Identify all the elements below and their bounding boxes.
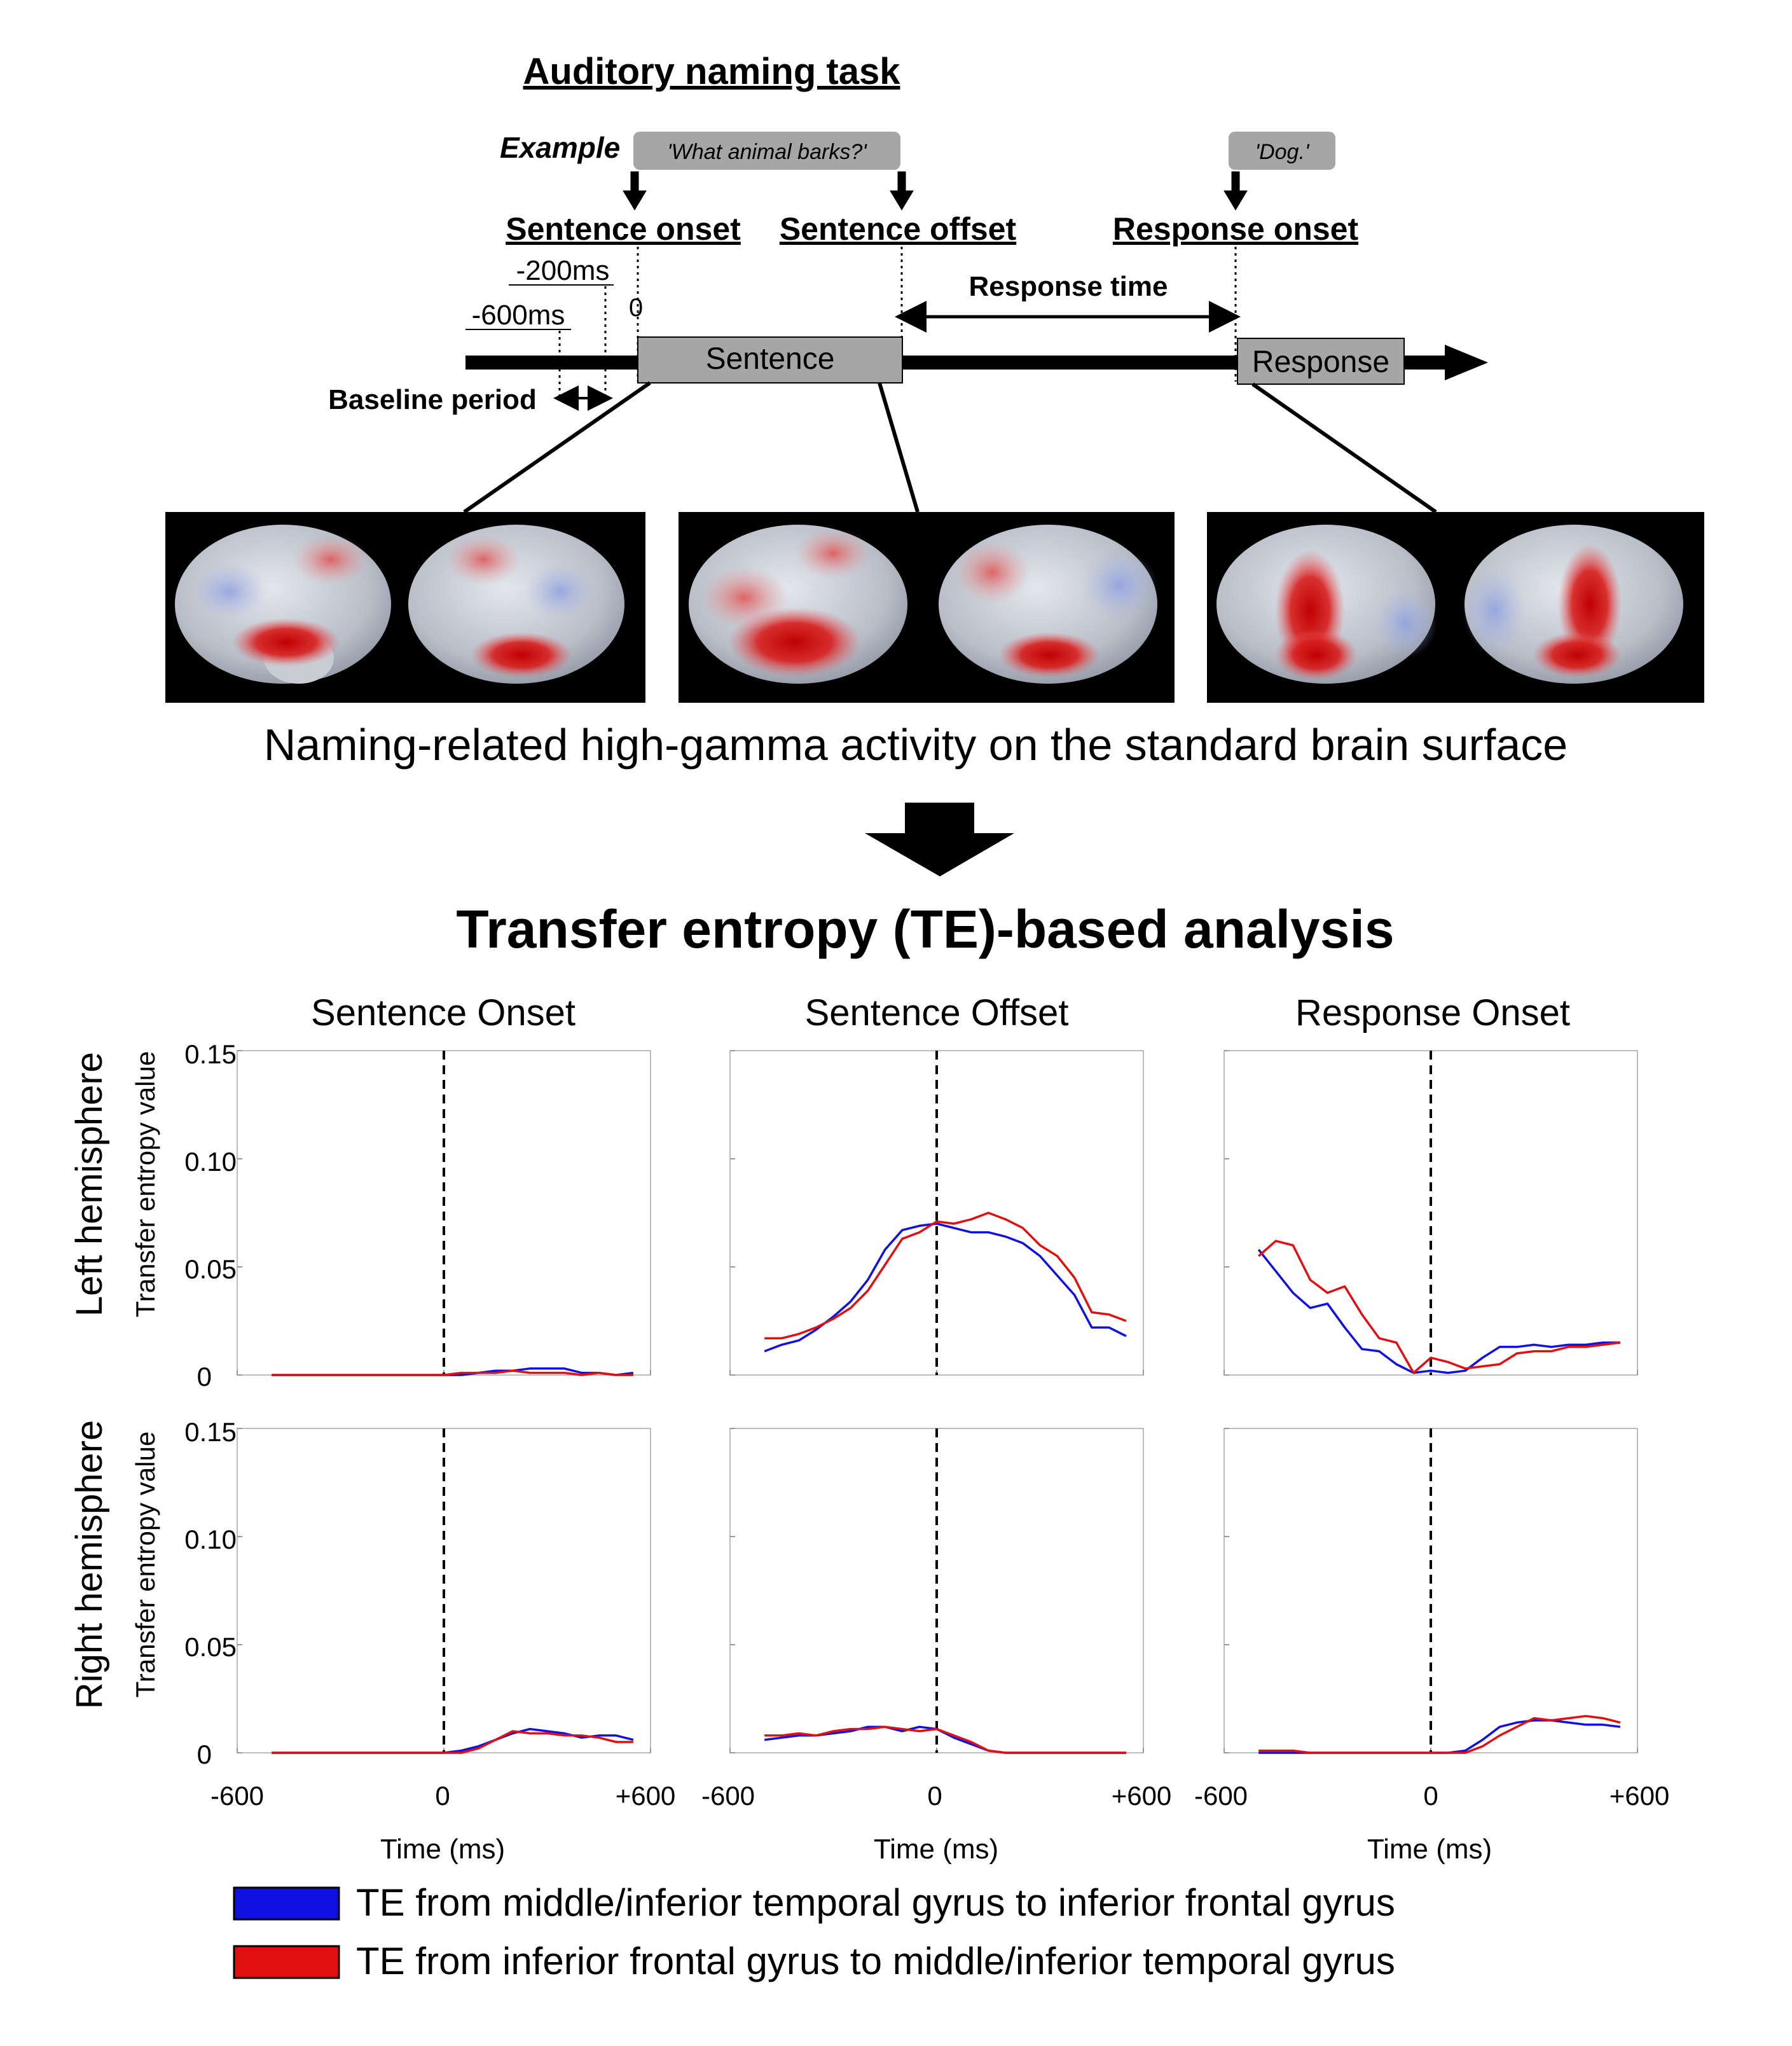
row-label-left: Left hemisphere (69, 1052, 110, 1317)
brain-caption: Naming-related high-gamma activity on th… (264, 720, 1568, 770)
timeline-arrowhead (1445, 345, 1488, 380)
brain-panels (165, 512, 1704, 703)
series-line-frontal-to-temporal (272, 1730, 633, 1754)
legend-label-blue: TE from middle/inferior temporal gyrus t… (356, 1881, 1395, 1924)
question-text: 'What animal barks?' (667, 140, 867, 164)
task-title: Auditory naming task (523, 51, 901, 92)
legend-label-red: TE from inferior frontal gyrus to middle… (356, 1940, 1395, 1982)
y-axis-label-left: Transfer entropy value (130, 1051, 160, 1318)
brain-panel-response (1207, 512, 1704, 703)
column-header-sentence-onset: Sentence Onset (311, 992, 576, 1033)
x-tick-label: +600 (1609, 1781, 1670, 1811)
row-label-right: Right hemisphere (69, 1420, 110, 1710)
x-tick-label: -600 (1194, 1781, 1248, 1811)
column-header-response-onset: Response Onset (1295, 992, 1570, 1033)
y-tick-label: 0 (197, 1362, 212, 1392)
brain-right-image (939, 525, 1157, 684)
x-axis-label: Time (ms) (380, 1834, 505, 1865)
response-box-label: Response (1252, 345, 1389, 379)
y-tick-label: 0.05 (184, 1254, 237, 1284)
response-time-label: Response time (969, 271, 1168, 302)
x-tick-label: +600 (1112, 1781, 1172, 1811)
task-diagram: Auditory naming task Example 'What anima… (328, 51, 1488, 514)
question-bubble (633, 132, 900, 170)
sentence-onset-label: Sentence onset (506, 211, 741, 247)
plot-panel (1223, 1428, 1638, 1754)
brain-panel-offset (679, 512, 1175, 703)
plot-panel (237, 1050, 651, 1376)
analysis-title: Transfer entropy (TE)-based analysis (456, 899, 1394, 959)
brain-left-image (175, 525, 391, 684)
brain-panel-sentence (165, 512, 645, 703)
plot-panel (237, 1428, 651, 1754)
x-tick-label: +600 (616, 1781, 676, 1811)
y-tick-label: 0.10 (184, 1147, 237, 1177)
zero-label: 0 (629, 294, 643, 322)
legend-swatch-red (233, 1945, 340, 1979)
plot-grid (237, 1050, 1638, 1754)
response-box (1237, 338, 1405, 385)
x-tick-labels: -600 0 +600 -600 0 +600 -600 0 +600 (210, 1781, 1669, 1811)
plot-panel (729, 1050, 1144, 1376)
brain-right-image (1463, 525, 1683, 684)
series-line-frontal-to-temporal (1258, 1240, 1621, 1374)
sentence-box (637, 336, 903, 384)
y-tick-labels-bottom: 0 0.05 0.10 0.15 (184, 1417, 237, 1769)
series-line-frontal-to-temporal (764, 1212, 1127, 1339)
y-tick-label: 0 (197, 1739, 212, 1769)
y-tick-label: 0.05 (184, 1632, 237, 1662)
brain-left-image (689, 525, 907, 684)
brain-connectors (463, 381, 1437, 514)
x-tick-label: -600 (210, 1781, 264, 1811)
minus200-label: -200ms (516, 255, 610, 286)
y-axis-label-right: Transfer entropy value (130, 1432, 160, 1698)
series-line-temporal-to-frontal (1257, 1248, 1620, 1374)
baseline-label: Baseline period (328, 384, 537, 415)
column-header-sentence-offset: Sentence Offset (805, 992, 1069, 1033)
legend-swatch-blue (233, 1886, 340, 1921)
y-tick-label: 0.10 (184, 1524, 237, 1554)
x-tick-label: 0 (1423, 1781, 1438, 1811)
plot-panel (1223, 1050, 1638, 1376)
y-tick-labels-top: 0 0.05 0.10 0.15 (184, 1039, 237, 1392)
series-line-frontal-to-temporal (1258, 1715, 1621, 1754)
sentence-box-label: Sentence (706, 342, 835, 376)
y-tick-label: 0.15 (184, 1039, 237, 1069)
example-label: Example (500, 131, 620, 164)
plot-panel (729, 1428, 1144, 1754)
answer-bubble (1229, 132, 1335, 170)
minus600-label: -600ms (472, 300, 565, 331)
x-tick-label: -600 (701, 1781, 755, 1811)
series-line-frontal-to-temporal (272, 1369, 633, 1376)
legend: TE from middle/inferior temporal gyrus t… (233, 1881, 1395, 1982)
x-tick-label: 0 (927, 1781, 942, 1811)
flow-down-arrow (865, 803, 1014, 876)
event-arrows (623, 171, 1248, 211)
x-axis-label: Time (ms) (1367, 1834, 1492, 1865)
answer-text: 'Dog.' (1255, 140, 1310, 164)
x-tick-label: 0 (435, 1781, 450, 1811)
sentence-offset-label: Sentence offset (780, 211, 1017, 247)
brain-left-image (1216, 525, 1437, 684)
brain-right-image (408, 525, 624, 684)
y-tick-label: 0.15 (184, 1417, 237, 1447)
response-onset-label: Response onset (1113, 211, 1359, 247)
series-line-frontal-to-temporal (764, 1725, 1126, 1754)
x-axis-label: Time (ms) (874, 1834, 998, 1865)
